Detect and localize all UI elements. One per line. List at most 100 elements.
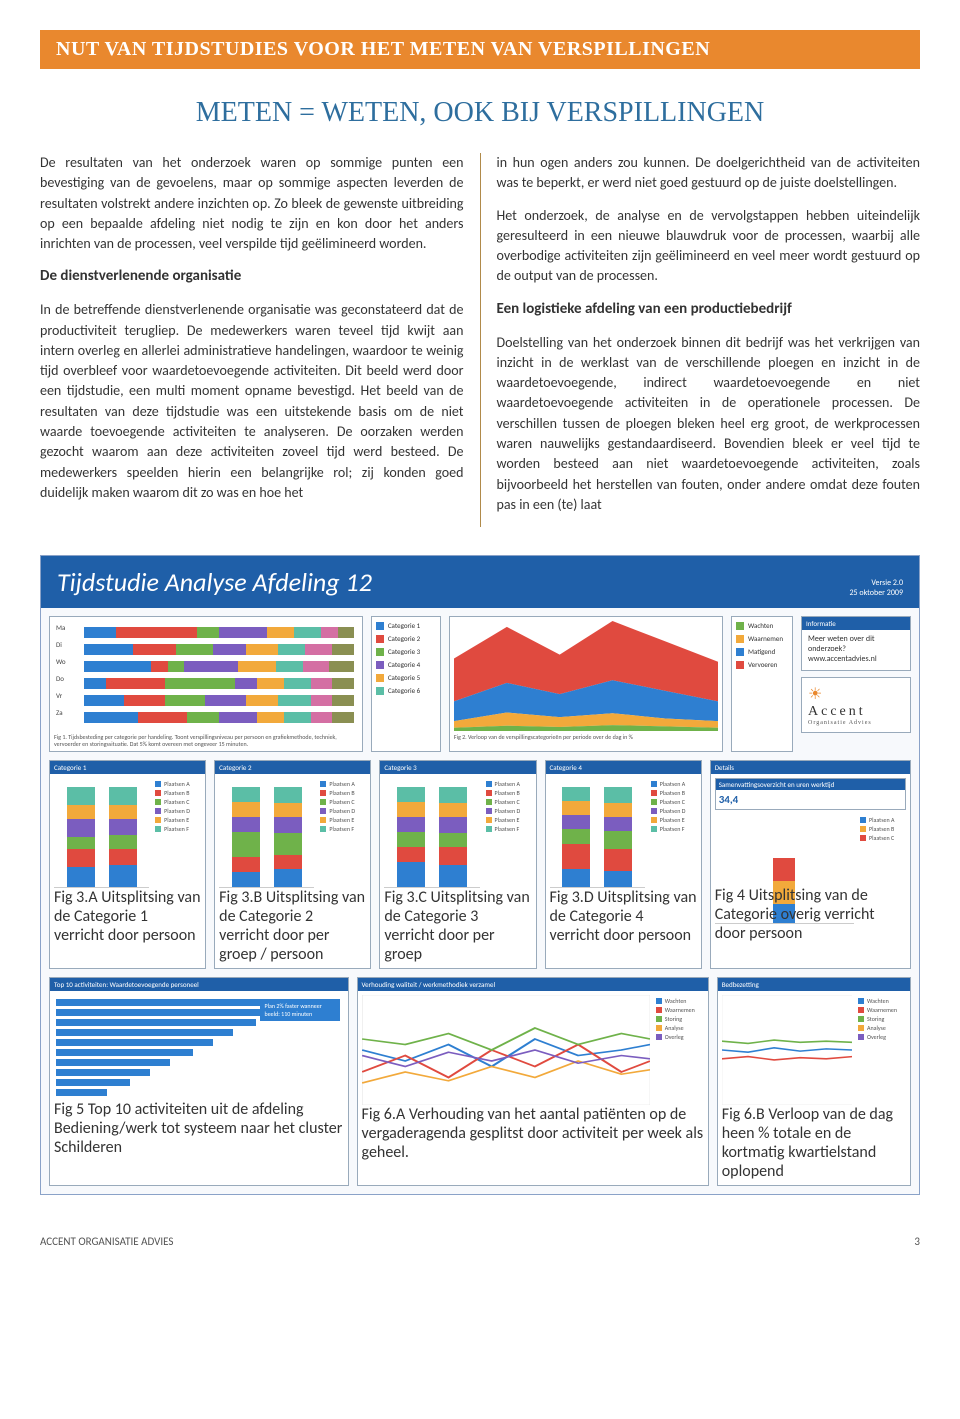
vbar-segment — [773, 858, 795, 881]
category-panel: Categorie 3Plaatsen APlaatsen BPlaatsen … — [379, 760, 536, 969]
logo-subtitle: Organisatie Advies — [808, 720, 904, 726]
legend-swatch — [736, 661, 744, 669]
vbar-segment — [274, 833, 302, 855]
vbar-segment — [604, 849, 632, 871]
legend-label: Waarnemen — [665, 1006, 695, 1014]
legend-item: Analyse — [656, 1024, 702, 1032]
legend-label: Plaatsen A — [329, 780, 355, 788]
hbar-segment — [197, 627, 219, 638]
hbar-segment — [116, 627, 197, 638]
legend-swatch — [320, 790, 326, 796]
hbar-segment — [176, 644, 214, 655]
legend-swatch — [858, 1034, 864, 1040]
hbar-segment — [235, 678, 257, 689]
figure-caption: Fig 2. Verloop van de verspillingscatego… — [454, 734, 718, 741]
vbar-segment — [397, 787, 425, 802]
legend-item: Wachten — [656, 997, 702, 1005]
area-legend: WachtenWaarnemenMatigendVervoeren — [731, 616, 793, 752]
legend-label: Plaatsen D — [164, 807, 190, 815]
vbar-segment — [604, 787, 632, 803]
paragraph: De resultaten van het onderzoek waren op… — [40, 153, 464, 254]
vbar-segment — [439, 833, 467, 847]
dashboard-title: Tijdstudie Analyse Afdeling 12 — [57, 566, 372, 598]
vbar-segment — [274, 803, 302, 817]
hbar-segment — [332, 712, 354, 723]
legend-swatch — [656, 998, 662, 1004]
figure-caption: Fig 6.A Verhouding van het aantal patiën… — [362, 1105, 704, 1162]
vbar-segment — [439, 803, 467, 817]
legend-swatch — [486, 826, 492, 832]
area-chart-panel: Fig 2. Verloop van de verspillingscatego… — [449, 616, 723, 752]
hbar-segment — [284, 712, 311, 723]
panel-header: Categorie 3 — [380, 761, 535, 774]
legend-label: Plaatsen B — [164, 789, 189, 797]
vbar-segment — [274, 855, 302, 869]
panel-header: Categorie 1 — [50, 761, 205, 774]
legend-swatch — [376, 687, 384, 695]
hbar-segment — [151, 661, 167, 672]
hbar-segment — [338, 627, 354, 638]
legend-label: Plaatsen F — [660, 825, 685, 833]
vbar-segment — [67, 787, 95, 805]
vbar-segment — [67, 867, 95, 887]
legend-item: Plaatsen A — [486, 780, 530, 788]
legend-item: Storing — [656, 1015, 702, 1023]
legend-label: Waarnemen — [867, 1006, 897, 1014]
legend-swatch — [376, 661, 384, 669]
hbar-segment — [246, 695, 278, 706]
hbar-segment — [84, 644, 133, 655]
paragraph: Doelstelling van het onderzoek binnen di… — [497, 333, 921, 516]
hbar-segment — [321, 627, 337, 638]
legend-swatch — [155, 781, 161, 787]
legend-item: Categorie 4 — [376, 660, 436, 669]
vbar-segment — [232, 817, 260, 832]
legend-item: Overleg — [858, 1033, 904, 1041]
bedbezetting-panel: Bedbezetting WachtenWaarnemenStoringAnal… — [717, 977, 911, 1186]
hbar-segment — [257, 678, 284, 689]
hbar-segment — [165, 695, 205, 706]
legend-label: Plaatsen A — [869, 816, 895, 824]
sun-icon: ☀ — [808, 684, 904, 704]
hbar-segment — [84, 627, 116, 638]
legend-label: Categorie 5 — [388, 673, 420, 682]
pareto-bar — [56, 1089, 107, 1096]
legend-item: Categorie 1 — [376, 621, 436, 630]
legend-item: Wachten — [858, 997, 904, 1005]
info-title: Informatie — [802, 617, 910, 630]
legend-swatch — [320, 799, 326, 805]
legend-label: Storing — [867, 1015, 884, 1023]
legend-label: Analyse — [867, 1024, 886, 1032]
legend-item: Plaatsen E — [486, 816, 530, 824]
legend-swatch — [320, 781, 326, 787]
legend-item: Plaatsen D — [486, 807, 530, 815]
legend-label: Plaatsen B — [329, 789, 354, 797]
hbar-segment — [84, 678, 106, 689]
vbar-segment — [439, 865, 467, 887]
info-text: Meer weten over dit onderzoek? www.accen… — [808, 634, 877, 664]
hbar-segment — [332, 644, 354, 655]
legend-swatch — [155, 790, 161, 796]
vbar-segment — [232, 787, 260, 802]
legend-item: Plaatsen E — [155, 816, 199, 824]
legend-swatch — [736, 648, 744, 656]
hbar-segment — [238, 661, 276, 672]
legend-label: Plaatsen B — [660, 789, 685, 797]
vbar-segment — [232, 832, 260, 857]
legend-item: Storing — [858, 1015, 904, 1023]
legend-label: Categorie 3 — [388, 647, 420, 656]
vbar-segment — [67, 819, 95, 837]
panel-header: Verhouding waliteit / werkmethodiek verz… — [358, 978, 708, 991]
hbar-segment — [187, 712, 219, 723]
legend-label: Plaatsen C — [329, 798, 354, 806]
legend-swatch — [320, 817, 326, 823]
legend-item: Plaatsen B — [155, 789, 199, 797]
legend-label: Plaatsen F — [329, 825, 354, 833]
vbar-segment — [109, 865, 137, 887]
legend-swatch — [376, 635, 384, 643]
stacked-vbar — [109, 787, 137, 887]
legend-item: Plaatsen B — [651, 789, 695, 797]
legend-swatch — [376, 622, 384, 630]
hbar-row — [84, 644, 354, 655]
legend-item: Plaatsen F — [155, 825, 199, 833]
panel-header: Bedbezetting — [718, 978, 910, 991]
